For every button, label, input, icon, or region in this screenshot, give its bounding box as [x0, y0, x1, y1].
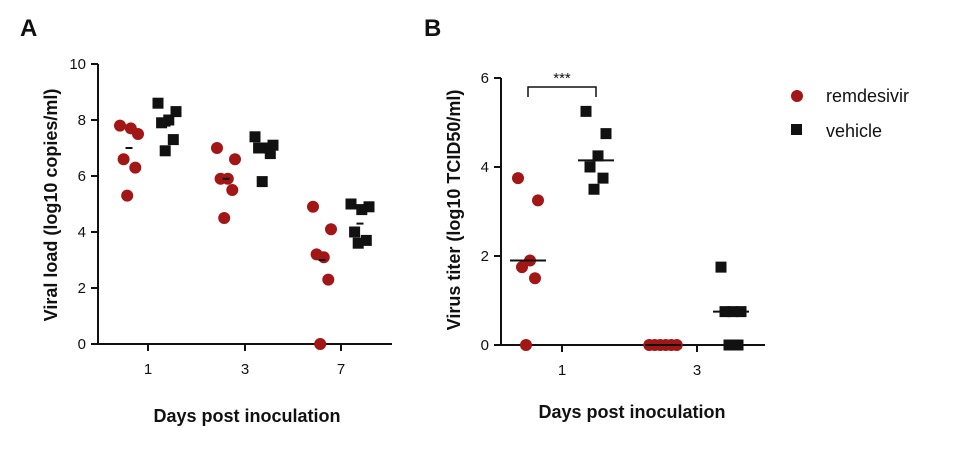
- data-point-remdesivir: [314, 338, 327, 350]
- data-point-vehicle: [580, 105, 592, 117]
- legend-marker-vehicle: [791, 124, 802, 135]
- data-point-remdesivir: [520, 339, 532, 351]
- data-point-remdesivir: [124, 122, 137, 135]
- x-tick-label: 1: [144, 361, 152, 378]
- panel-b-y-axis-title: Virus titer (log10 TCID50/ml): [444, 90, 464, 331]
- y-tick-label: 6: [481, 70, 489, 87]
- data-point-vehicle: [352, 237, 364, 249]
- data-point-remdesivir: [325, 223, 337, 236]
- y-tick-label: 8: [78, 112, 86, 129]
- data-point-vehicle: [260, 142, 272, 154]
- data-point-remdesivir: [322, 273, 335, 286]
- data-point-vehicle: [588, 183, 600, 195]
- data-point-vehicle: [167, 134, 179, 146]
- data-point-vehicle: [723, 339, 735, 351]
- y-tick-label: 4: [481, 159, 489, 176]
- panel-b-plot: 0 2 4 6 1 3 ***: [481, 70, 765, 379]
- data-point-remdesivir: [529, 272, 541, 285]
- data-point-remdesivir: [229, 153, 241, 166]
- data-point-vehicle: [349, 226, 361, 238]
- y-tick-label: 2: [481, 248, 489, 265]
- data-point-vehicle: [363, 201, 375, 213]
- data-point-remdesivir: [532, 194, 544, 207]
- legend: remdesivir vehicle: [791, 86, 909, 141]
- panel-a-plot: 0 2 4 6 8 10 1 3 7: [69, 56, 392, 378]
- x-tick-label: 1: [558, 362, 566, 379]
- panel-b-x-axis-title: Days post inoculation: [538, 402, 725, 422]
- legend-label-vehicle: vehicle: [826, 121, 882, 141]
- panel-label-a: A: [20, 15, 37, 42]
- data-point-remdesivir: [307, 200, 319, 213]
- panel-a-y-axis-title: Viral load (log10 copies/ml): [41, 89, 61, 322]
- data-point-vehicle: [600, 128, 612, 140]
- significance-bracket: [527, 86, 597, 97]
- y-tick-label: 4: [78, 224, 86, 241]
- data-point-remdesivir: [310, 248, 323, 261]
- data-point-vehicle: [267, 139, 279, 151]
- data-point-vehicle: [249, 131, 261, 143]
- data-point-remdesivir: [516, 261, 528, 274]
- legend-marker-remdesivir: [791, 90, 803, 102]
- data-point-vehicle: [152, 97, 164, 109]
- panel-label-b: B: [424, 15, 441, 42]
- data-point-remdesivir: [218, 212, 231, 224]
- data-point-vehicle: [256, 176, 268, 188]
- panel-a-x-axis-title: Days post inoculation: [153, 406, 340, 426]
- data-point-remdesivir: [114, 119, 126, 132]
- data-point-vehicle: [345, 198, 357, 210]
- y-tick-label: 0: [78, 336, 86, 353]
- legend-label-remdesivir: remdesivir: [826, 86, 909, 106]
- data-point-remdesivir: [117, 153, 130, 166]
- data-point-vehicle: [253, 142, 265, 154]
- data-point-vehicle: [715, 261, 727, 273]
- y-tick-label: 0: [481, 337, 489, 354]
- y-tick-label: 2: [78, 280, 86, 297]
- data-point-vehicle: [163, 114, 175, 126]
- data-point-remdesivir: [512, 172, 524, 185]
- y-tick-label: 10: [69, 56, 86, 73]
- data-point-vehicle: [584, 161, 596, 173]
- data-point-remdesivir: [211, 142, 223, 154]
- data-point-vehicle: [732, 339, 744, 351]
- data-point-vehicle: [170, 106, 182, 118]
- data-point-vehicle: [597, 172, 609, 184]
- significance-label: ***: [553, 70, 571, 87]
- x-tick-label: 7: [337, 361, 345, 378]
- data-point-vehicle: [360, 234, 372, 246]
- x-tick-label: 3: [241, 361, 249, 378]
- data-point-vehicle: [356, 204, 368, 216]
- data-point-remdesivir: [214, 172, 227, 185]
- y-tick-label: 6: [78, 168, 86, 185]
- data-point-remdesivir: [121, 189, 134, 202]
- data-point-vehicle: [592, 150, 604, 162]
- data-point-vehicle: [156, 117, 168, 129]
- x-tick-label: 3: [693, 362, 701, 379]
- data-point-remdesivir: [226, 184, 239, 196]
- data-point-remdesivir: [129, 161, 142, 174]
- data-point-vehicle: [264, 148, 276, 160]
- data-point-vehicle: [159, 145, 171, 157]
